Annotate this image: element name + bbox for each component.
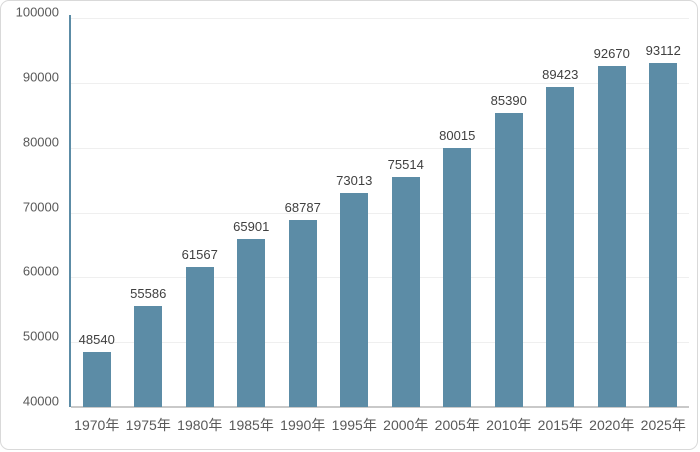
bar-value-label: 85390: [490, 92, 527, 108]
gridline: [71, 82, 689, 84]
x-axis-line: [71, 406, 689, 408]
x-axis-tick-label: 2025年: [640, 417, 686, 433]
bar-2005年: [443, 147, 472, 407]
plot-area: 40000 50000 60000 70000 80000 90000 100000 4854…: [16, 6, 689, 432]
y-axis-tick-label: 60000: [22, 263, 59, 279]
bar-value-label: 48540: [78, 331, 115, 347]
bar-2025年: [649, 62, 678, 407]
gridline: [71, 277, 689, 279]
bar-value-label: 75514: [387, 156, 424, 172]
bar-value-label: 68787: [284, 200, 321, 216]
bar-value-label: 93112: [645, 42, 681, 58]
y-axis-line: [69, 15, 71, 407]
bar-1970年: [82, 351, 111, 407]
y-axis-tick-label: 100000: [15, 4, 59, 20]
gridline: [71, 212, 689, 214]
bar-1980年: [185, 267, 214, 407]
x-axis-tick-label: 2015年: [537, 417, 583, 433]
x-axis-tick-label: 1985年: [228, 417, 274, 433]
y-axis-tick-label: 90000: [22, 69, 59, 85]
bar-1995年: [340, 192, 369, 407]
y-axis-tick-label: 40000: [22, 393, 59, 409]
gridline: [71, 147, 689, 149]
bar-value-label: 92670: [593, 45, 630, 61]
bar-2015年: [546, 86, 575, 407]
x-axis-tick-label: 1980年: [177, 417, 223, 433]
x-axis-tick-label: 2000年: [383, 417, 429, 433]
bar-2000年: [391, 176, 420, 407]
bar-value-label: 89423: [542, 66, 579, 82]
x-axis-tick-label: 1995年: [331, 417, 377, 433]
bar-value-label: 65901: [233, 219, 270, 235]
bar-2010年: [494, 112, 523, 407]
x-axis-tick-label: 1990年: [280, 417, 326, 433]
x-axis-tick-label: 2020年: [589, 417, 635, 433]
x-axis-tick-label: 2010年: [486, 417, 532, 433]
x-axis-tick-label: 2005年: [434, 417, 480, 433]
bar-value-label: 80015: [439, 127, 476, 143]
bar-value-label: 73013: [336, 172, 373, 188]
x-axis-tick-label: 1970年: [74, 417, 120, 433]
bar-value-label: 61567: [181, 247, 218, 263]
y-axis-tick-label: 50000: [22, 328, 59, 344]
gridline: [71, 18, 689, 19]
bar-1975年: [134, 305, 163, 407]
bar-1985年: [237, 239, 266, 407]
bar-value-label: 55586: [130, 285, 167, 301]
y-axis-tick-label: 70000: [22, 199, 59, 214]
gridline: [71, 342, 689, 344]
x-axis-tick-label: 1975年: [125, 417, 171, 433]
bar-2020年: [597, 65, 626, 407]
y-axis-tick-label: 80000: [22, 134, 59, 150]
bar-1990年: [288, 220, 317, 407]
